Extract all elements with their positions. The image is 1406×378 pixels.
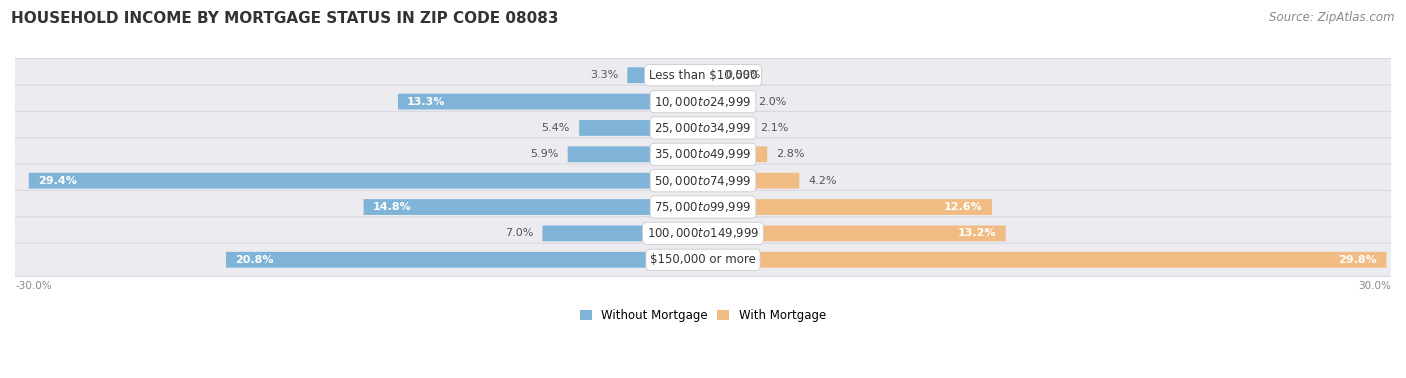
FancyBboxPatch shape — [703, 226, 1005, 241]
Text: 2.1%: 2.1% — [761, 123, 789, 133]
Text: 14.8%: 14.8% — [373, 202, 412, 212]
Text: 5.4%: 5.4% — [541, 123, 569, 133]
FancyBboxPatch shape — [364, 199, 703, 215]
Text: 4.2%: 4.2% — [808, 176, 837, 186]
FancyBboxPatch shape — [703, 120, 751, 136]
FancyBboxPatch shape — [226, 252, 703, 268]
Text: $10,000 to $24,999: $10,000 to $24,999 — [654, 94, 752, 108]
Text: $35,000 to $49,999: $35,000 to $49,999 — [654, 147, 752, 161]
Text: $100,000 to $149,999: $100,000 to $149,999 — [647, 226, 759, 240]
Text: 0.59%: 0.59% — [725, 70, 761, 80]
FancyBboxPatch shape — [703, 94, 749, 110]
Text: $75,000 to $99,999: $75,000 to $99,999 — [654, 200, 752, 214]
FancyBboxPatch shape — [4, 138, 1402, 171]
FancyBboxPatch shape — [4, 85, 1402, 118]
FancyBboxPatch shape — [703, 146, 768, 162]
Text: -30.0%: -30.0% — [15, 281, 52, 291]
FancyBboxPatch shape — [703, 199, 993, 215]
Text: 12.6%: 12.6% — [943, 202, 983, 212]
FancyBboxPatch shape — [568, 146, 703, 162]
FancyBboxPatch shape — [4, 191, 1402, 224]
Text: 2.0%: 2.0% — [758, 96, 786, 107]
Text: HOUSEHOLD INCOME BY MORTGAGE STATUS IN ZIP CODE 08083: HOUSEHOLD INCOME BY MORTGAGE STATUS IN Z… — [11, 11, 558, 26]
FancyBboxPatch shape — [703, 67, 717, 83]
FancyBboxPatch shape — [703, 252, 1386, 268]
FancyBboxPatch shape — [4, 59, 1402, 92]
FancyBboxPatch shape — [4, 217, 1402, 250]
Text: $150,000 or more: $150,000 or more — [650, 253, 756, 266]
Legend: Without Mortgage, With Mortgage: Without Mortgage, With Mortgage — [575, 304, 831, 327]
Text: 3.3%: 3.3% — [591, 70, 619, 80]
FancyBboxPatch shape — [398, 94, 703, 110]
FancyBboxPatch shape — [28, 173, 703, 189]
FancyBboxPatch shape — [543, 226, 703, 241]
Text: $25,000 to $34,999: $25,000 to $34,999 — [654, 121, 752, 135]
Text: 2.8%: 2.8% — [776, 149, 804, 159]
FancyBboxPatch shape — [4, 243, 1402, 276]
Text: Less than $10,000: Less than $10,000 — [648, 69, 758, 82]
Text: 7.0%: 7.0% — [505, 228, 533, 239]
FancyBboxPatch shape — [4, 164, 1402, 197]
Text: 30.0%: 30.0% — [1358, 281, 1391, 291]
Text: 13.3%: 13.3% — [408, 96, 446, 107]
Text: Source: ZipAtlas.com: Source: ZipAtlas.com — [1270, 11, 1395, 24]
Text: 5.9%: 5.9% — [530, 149, 558, 159]
Text: 29.8%: 29.8% — [1339, 255, 1378, 265]
Text: 20.8%: 20.8% — [235, 255, 274, 265]
Text: $50,000 to $74,999: $50,000 to $74,999 — [654, 174, 752, 188]
Text: 29.4%: 29.4% — [38, 176, 77, 186]
FancyBboxPatch shape — [4, 112, 1402, 144]
FancyBboxPatch shape — [627, 67, 703, 83]
FancyBboxPatch shape — [579, 120, 703, 136]
FancyBboxPatch shape — [703, 173, 800, 189]
Text: 13.2%: 13.2% — [957, 228, 997, 239]
